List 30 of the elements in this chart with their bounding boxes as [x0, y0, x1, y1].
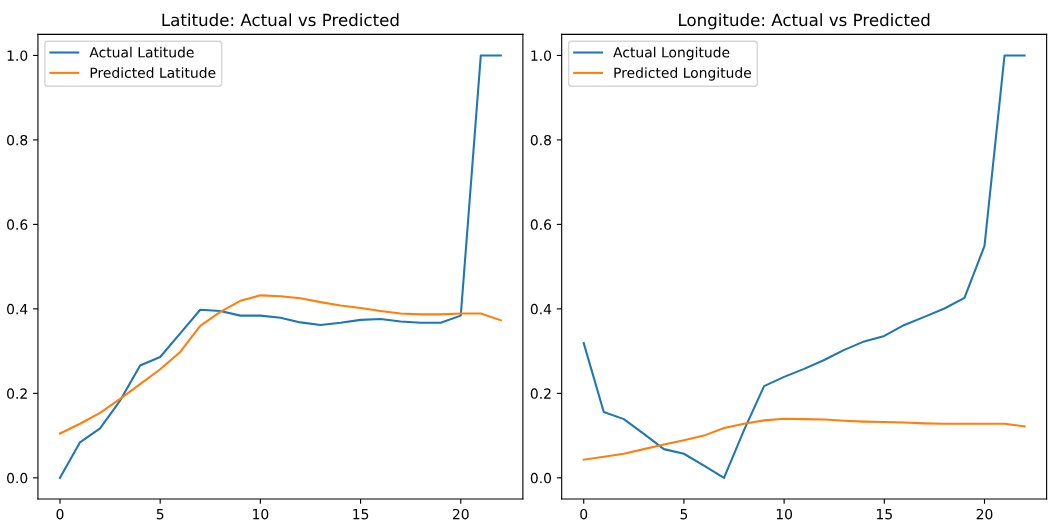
y-tick-label: 0.8 — [530, 134, 552, 146]
y-tick-label: 1.0 — [531, 50, 552, 61]
x-tick-label: 20 — [976, 508, 993, 520]
y-tick-label: 0.6 — [7, 219, 28, 230]
x-tick-label: 0 — [580, 508, 588, 520]
y-tick-label: 1.0 — [7, 50, 28, 61]
y-tick-label: 0.6 — [530, 219, 552, 230]
chart-title: Longitude: Actual vs Predicted — [679, 13, 930, 30]
y-tick-label: 0.0 — [530, 472, 552, 484]
legend-label: Predicted Longitude — [614, 67, 752, 81]
legend-label: Predicted Latitude — [90, 67, 216, 78]
x-tick-label: 5 — [156, 509, 164, 520]
x-tick-label: 15 — [353, 509, 369, 520]
x-tick-label: 0 — [56, 508, 64, 520]
y-tick-label: 0.2 — [530, 388, 551, 399]
y-tick-label: 0.4 — [530, 303, 552, 315]
x-tick-label: 20 — [452, 508, 469, 520]
x-tick-label: 10 — [253, 508, 269, 520]
x-tick-label: 10 — [776, 508, 793, 520]
line-series — [58, 294, 502, 435]
chart-title: Latitude: Actual vs Predicted — [162, 13, 399, 27]
y-tick-label: 0.0 — [7, 472, 28, 484]
y-tick-label: 0.2 — [7, 388, 27, 399]
legend-label: Actual Longitude — [613, 46, 730, 61]
legend-label: Actual Latitude — [89, 46, 194, 58]
y-tick-label: 0.8 — [7, 134, 28, 146]
x-tick-label: 15 — [877, 509, 892, 520]
line-series — [582, 417, 1026, 461]
x-tick-label: 5 — [680, 509, 688, 520]
y-tick-label: 0.4 — [7, 303, 28, 315]
